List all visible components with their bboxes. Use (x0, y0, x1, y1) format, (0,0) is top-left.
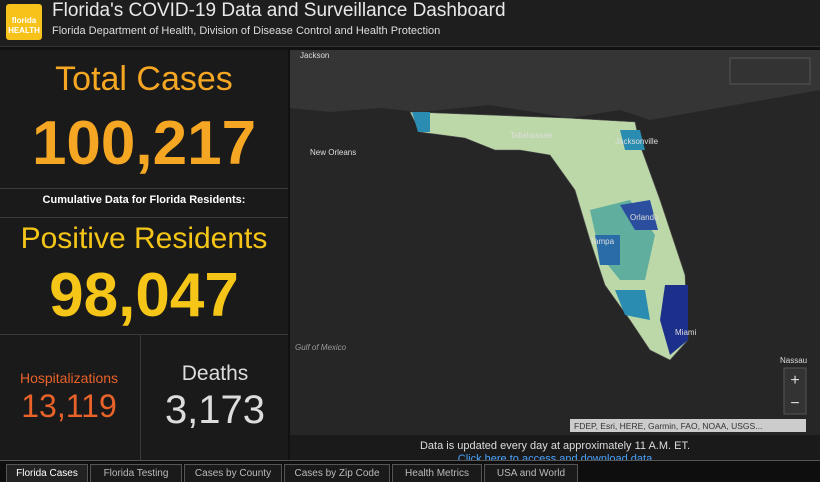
tab[interactable]: Cases by County (184, 464, 282, 482)
hospitalizations-label: Hospitalizations (19, 370, 119, 386)
tab-bar: Florida Cases Florida Testing Cases by C… (0, 460, 820, 482)
map-label: Tallahassee (510, 131, 553, 140)
zoom-out[interactable]: − (790, 395, 799, 412)
region (620, 200, 658, 230)
divider (140, 335, 141, 460)
positive-residents-label: Positive Residents (20, 222, 268, 255)
map-label: Gulf of Mexico (295, 343, 347, 352)
map-label: Orlando (630, 213, 659, 222)
note-text: Data is updated every day at approximate… (419, 440, 691, 452)
attribution-bg (570, 419, 806, 432)
deaths-label: Deaths (181, 362, 249, 385)
region (412, 112, 430, 132)
tab[interactable]: Florida Cases (6, 464, 88, 482)
land (290, 50, 820, 120)
deaths-value: 3,173 (164, 388, 266, 432)
divider (0, 334, 288, 335)
positive-residents-value: 98,047 (49, 261, 239, 330)
subtitle: Florida Department of Health, Division o… (52, 25, 441, 37)
map-label: Jackson (300, 51, 329, 60)
zoom-control[interactable] (783, 367, 807, 415)
map-label: Nassau (780, 356, 807, 365)
map-label: Jacksonville (615, 137, 659, 146)
region (660, 285, 688, 355)
stats-panel: Total Cases 100,217 Cumulative Data for … (0, 50, 288, 460)
logo: florida HEALTH (6, 4, 42, 40)
divider (0, 188, 288, 189)
update-note: Data is updated every day at approximate… (290, 435, 820, 465)
hospitalizations-value: 13,119 (21, 388, 117, 424)
attribution: FDEP, Esri, HERE, Garmin, FAO, NOAA, USG… (574, 421, 762, 431)
tab[interactable]: Florida Testing (90, 464, 182, 482)
cumulative-note: Cumulative Data for Florida Residents: (42, 194, 246, 206)
map-label: Tampa (590, 237, 615, 246)
map[interactable]: Jackson New Orleans Tallahassee Jacksonv… (290, 50, 820, 435)
total-cases-label: Total Cases (55, 60, 233, 98)
header: florida HEALTH Florida's COVID-19 Data a… (0, 0, 820, 47)
title: Florida's COVID-19 Data and Surveillance… (52, 0, 506, 21)
region (595, 235, 620, 265)
total-cases-value: 100,217 (31, 109, 257, 178)
map-label: Miami (675, 328, 697, 337)
map-toolbar[interactable] (729, 57, 811, 85)
region (620, 130, 645, 150)
map-label: New Orleans (310, 148, 356, 157)
tab[interactable]: Cases by Zip Code (284, 464, 390, 482)
region (615, 290, 650, 320)
divider (0, 217, 288, 218)
tab[interactable]: USA and World (484, 464, 578, 482)
tab[interactable]: Health Metrics (392, 464, 482, 482)
zoom-in[interactable]: + (790, 372, 799, 389)
